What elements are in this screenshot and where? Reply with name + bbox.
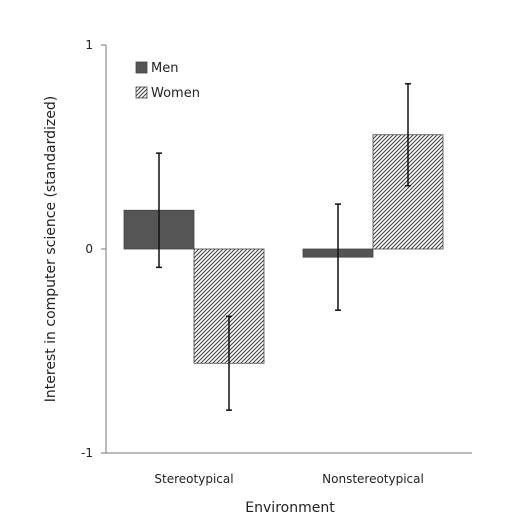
- y-tick-label: 1: [85, 38, 93, 52]
- x-labels-group: Stereotypical Nonstereotypical: [154, 472, 423, 486]
- error-bar-men-stereotypical: [156, 152, 162, 269]
- error-bar-women-stereotypical: [226, 315, 232, 411]
- legend-swatch-women: [135, 86, 148, 99]
- bars-group: [123, 134, 444, 364]
- x-axis-title: Environment: [245, 500, 335, 516]
- legend-label-women: Women: [151, 86, 200, 101]
- legend-label-men: Men: [151, 61, 178, 76]
- x-tick-label-stereotypical: Stereotypical: [154, 472, 233, 486]
- y-tick-label: -1: [81, 446, 93, 460]
- y-axis-title: Interest in computer science (standardiz…: [43, 96, 59, 402]
- legend-swatch-men: [135, 61, 148, 74]
- error-bars-group: [156, 83, 411, 411]
- x-tick-label-nonstereotypical: Nonstereotypical: [322, 472, 424, 486]
- legend: Men Women: [135, 61, 200, 101]
- y-ticks-group: -1 0 1: [81, 38, 106, 460]
- y-tick-label: 0: [85, 242, 93, 256]
- error-bar-women-nonstereotypical: [405, 83, 411, 187]
- error-bar-men-nonstereotypical: [335, 203, 341, 311]
